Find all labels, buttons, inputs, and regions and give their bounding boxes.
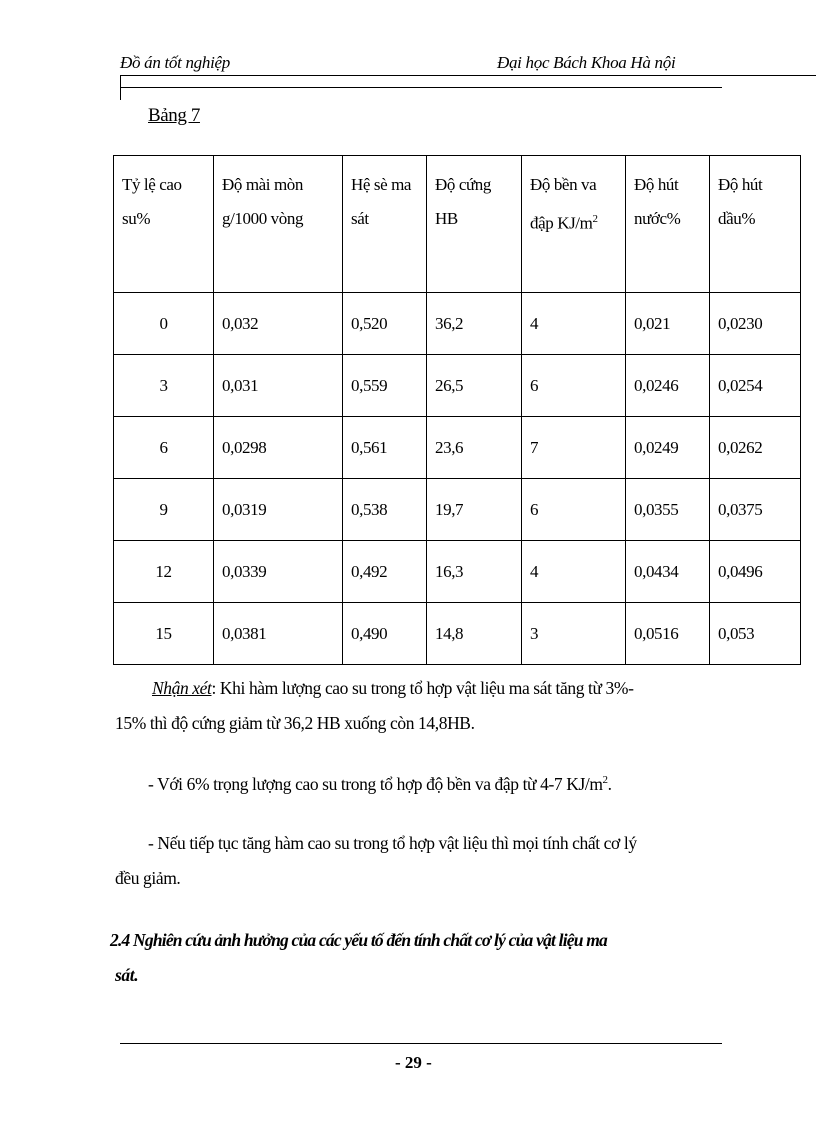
table-cell: 15 <box>113 602 214 665</box>
superscript: 2 <box>602 774 609 787</box>
col-header: Độ bền va đập KJ/m2 <box>521 155 626 293</box>
table-cell: 9 <box>113 478 214 541</box>
table-cell: 0,0319 <box>213 478 343 541</box>
header-left: Đồ án tốt nghiệp <box>120 53 230 72</box>
table-cell: 4 <box>521 292 626 355</box>
header-margin-mark <box>120 75 121 100</box>
table-cell: 0,021 <box>625 292 710 355</box>
col-header: Độ mài mòn g/1000 vòng <box>213 155 343 293</box>
table-cell: 0,0375 <box>709 478 801 541</box>
remark-line-1: Nhận xét: Khi hàm lượng cao su trong tổ … <box>152 678 634 699</box>
table-cell: 0,0298 <box>213 416 343 479</box>
superscript: 2 <box>592 213 598 225</box>
table-cell: 7 <box>521 416 626 479</box>
remark-text: - Với 6% trọng lượng cao su trong tổ hợp… <box>148 774 603 794</box>
table-row: 6 0,0298 0,561 23,6 7 0,0249 0,0262 <box>113 416 801 479</box>
table-cell: 6 <box>113 416 214 479</box>
remark-label: Nhận xét <box>152 678 212 698</box>
header-rule-2 <box>120 87 722 88</box>
data-table: Tỷ lệ cao su% Độ mài mòn g/1000 vòng Hệ … <box>113 155 801 665</box>
table-cell: 36,2 <box>426 292 522 355</box>
col-header-text: Độ bền va đập KJ/m <box>530 175 597 233</box>
table-cell: 0,053 <box>709 602 801 665</box>
table-row: 0 0,032 0,520 36,2 4 0,021 0,0230 <box>113 292 801 355</box>
table-cell: 14,8 <box>426 602 522 665</box>
section-heading-cont: sát. <box>115 965 139 985</box>
table-cell: 3 <box>113 354 214 417</box>
table-cell: 0,0434 <box>625 540 710 603</box>
table-cell: 6 <box>521 354 626 417</box>
table-cell: 0,490 <box>342 602 427 665</box>
table-cell: 23,6 <box>426 416 522 479</box>
table-cell: 19,7 <box>426 478 522 541</box>
table-header-row: Tỷ lệ cao su% Độ mài mòn g/1000 vòng Hệ … <box>113 155 801 293</box>
table-cell: 0,0381 <box>213 602 343 665</box>
remark-point-2-cont: đều giảm. <box>115 868 181 888</box>
table-cell: 0,0246 <box>625 354 710 417</box>
table-cell: 0,561 <box>342 416 427 479</box>
table-cell: 0,559 <box>342 354 427 417</box>
table-cell: 0,0496 <box>709 540 801 603</box>
remark-point-1: - Với 6% trọng lượng cao su trong tổ hợp… <box>148 774 612 795</box>
section-heading: 2.4 Nghiên cứu ảnh hưởng của các yếu tố … <box>110 930 608 950</box>
table-cell: 0,0254 <box>709 354 801 417</box>
remark-line-2: 15% thì độ cứng giảm từ 36,2 HB xuống cò… <box>115 713 475 733</box>
table-cell: 26,5 <box>426 354 522 417</box>
col-header: Độ hút nước% <box>625 155 710 293</box>
remark-text: : Khi hàm lượng cao su trong tổ hợp vật … <box>211 678 634 698</box>
table-cell: 0 <box>113 292 214 355</box>
remark-point-2: - Nếu tiếp tục tăng hàm cao su trong tổ … <box>148 833 637 853</box>
col-header: Độ hút dầu% <box>709 155 801 293</box>
table-row: 3 0,031 0,559 26,5 6 0,0246 0,0254 <box>113 354 801 417</box>
table-cell: 4 <box>521 540 626 603</box>
table-row: 12 0,0339 0,492 16,3 4 0,0434 0,0496 <box>113 540 801 603</box>
table-cell: 3 <box>521 602 626 665</box>
remark-text: . <box>607 774 612 794</box>
header-right: Đại học Bách Khoa Hà nội <box>497 53 676 72</box>
table-cell: 0,520 <box>342 292 427 355</box>
table-cell: 12 <box>113 540 214 603</box>
header-rule <box>120 75 816 76</box>
col-header: Tỷ lệ cao su% <box>113 155 214 293</box>
page-number: - 29 - <box>395 1053 432 1072</box>
table-cell: 0,0262 <box>709 416 801 479</box>
table-row: 15 0,0381 0,490 14,8 3 0,0516 0,053 <box>113 602 801 665</box>
table-cell: 0,031 <box>213 354 343 417</box>
col-header: Độ cứng HB <box>426 155 522 293</box>
table-cell: 0,0516 <box>625 602 710 665</box>
col-header: Hệ sè ma sát <box>342 155 427 293</box>
table-cell: 0,032 <box>213 292 343 355</box>
table-cell: 0,0249 <box>625 416 710 479</box>
table-cell: 0,0230 <box>709 292 801 355</box>
footer-rule <box>120 1043 722 1044</box>
table-cell: 0,492 <box>342 540 427 603</box>
table-cell: 16,3 <box>426 540 522 603</box>
table-caption: Bảng 7 <box>148 105 200 126</box>
table-cell: 0,0355 <box>625 478 710 541</box>
table-row: 9 0,0319 0,538 19,7 6 0,0355 0,0375 <box>113 478 801 541</box>
table-cell: 6 <box>521 478 626 541</box>
table-cell: 0,538 <box>342 478 427 541</box>
table-cell: 0,0339 <box>213 540 343 603</box>
